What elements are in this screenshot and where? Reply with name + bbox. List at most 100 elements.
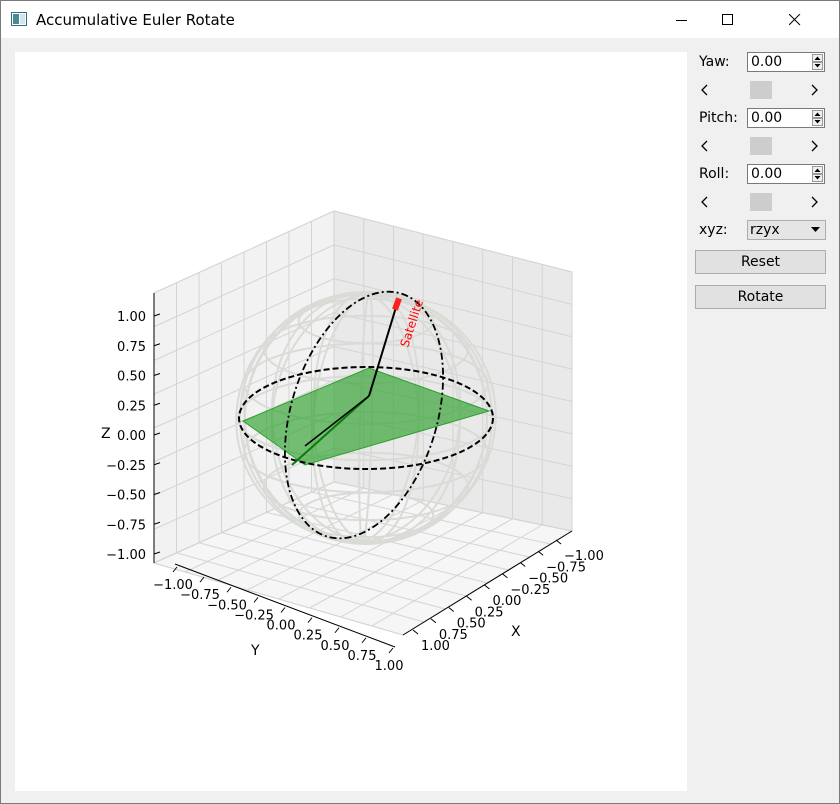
y-tick <box>199 576 205 583</box>
grid-line <box>340 518 513 618</box>
z-tick-label: 0.00 <box>117 429 146 444</box>
order-label: xyz: <box>699 222 728 238</box>
chevron-right-icon[interactable] <box>811 196 819 208</box>
y-tick-label: −1.00 <box>153 578 193 593</box>
z-tick <box>153 551 161 555</box>
minimize-icon <box>676 20 687 21</box>
minimize-button[interactable] <box>659 1 705 38</box>
x-tick <box>430 618 437 624</box>
x-tick-label: −1.00 <box>564 549 604 564</box>
window-title: Accumulative Euler Rotate <box>36 11 235 29</box>
close-button[interactable] <box>772 1 818 38</box>
pitch-slider[interactable] <box>695 135 825 157</box>
maximize-icon <box>722 14 733 25</box>
z-tick-label: 1.00 <box>117 310 146 325</box>
z-tick-label: 0.25 <box>117 399 146 414</box>
rotation-order-value: rzyx <box>750 222 780 238</box>
spin-arrows-icon[interactable] <box>812 110 823 126</box>
x-tick-label: 0.50 <box>457 617 486 632</box>
y-tick-label: 1.00 <box>375 659 404 674</box>
y-tick <box>361 637 367 644</box>
x-tick-label: −0.25 <box>510 583 550 598</box>
slider-thumb[interactable] <box>750 193 772 211</box>
body-axis-x <box>291 395 370 466</box>
y-tick <box>280 607 286 613</box>
x-tick-label: 0.75 <box>439 628 468 643</box>
grid-line <box>371 524 543 627</box>
close-icon <box>789 14 801 26</box>
z-tick <box>153 313 161 317</box>
y-tick <box>307 617 313 623</box>
yaw-slider[interactable] <box>695 79 825 101</box>
z-tick-label: −0.50 <box>106 489 146 504</box>
x-tick-label: −0.50 <box>528 572 568 587</box>
chevron-down-icon <box>811 227 820 232</box>
x-axis-line <box>402 530 573 636</box>
reset-button[interactable]: Reset <box>695 250 826 274</box>
pitch-spinbox[interactable]: 0.00 <box>747 108 825 128</box>
maximize-button[interactable] <box>705 1 751 38</box>
equator-orbit <box>238 366 494 470</box>
pitch-value: 0.00 <box>751 110 783 126</box>
z-tick-label: −0.25 <box>106 459 146 474</box>
app-window-icon <box>11 12 27 26</box>
roll-slider[interactable] <box>695 191 825 213</box>
yaw-label: Yaw: <box>699 54 730 70</box>
grid-line <box>311 491 551 545</box>
chevron-left-icon[interactable] <box>701 84 709 96</box>
y-tick-label: 0.00 <box>267 619 296 634</box>
x-tick <box>484 584 490 590</box>
y-axis-label: Y <box>250 643 260 659</box>
z-tick-label: 0.50 <box>117 370 146 385</box>
z-tick <box>153 373 161 376</box>
spin-arrows-icon[interactable] <box>812 54 823 70</box>
slider-thumb[interactable] <box>750 137 772 155</box>
roll-spinbox[interactable]: 0.00 <box>747 164 825 184</box>
grid-line <box>153 481 335 564</box>
slider-thumb[interactable] <box>750 81 772 99</box>
z-tick <box>153 343 161 347</box>
satellite-plane <box>241 367 491 466</box>
y-tick-label: 0.75 <box>348 649 377 664</box>
chevron-left-icon[interactable] <box>701 196 709 208</box>
x-tick <box>448 607 455 612</box>
rotation-order-select[interactable]: rzyx <box>747 220 826 240</box>
plot-canvas[interactable]: 1.00 0.75 0.50 0.25 0.00 −0.25 −0.50 −0.75 −1.00… <box>15 52 687 791</box>
grid-line <box>309 512 483 609</box>
roll-label: Roll: <box>699 166 730 182</box>
sphere-longitude <box>243 293 489 543</box>
y-tick <box>253 597 259 603</box>
y-tick <box>226 586 232 593</box>
satellite-marker <box>392 297 402 311</box>
x-tick <box>412 629 419 635</box>
grid-line <box>333 481 573 532</box>
y-axis-line <box>174 563 396 648</box>
x-tick-label: 0.25 <box>475 605 504 620</box>
grid-line <box>278 506 454 600</box>
x-tick <box>555 539 562 545</box>
y-tick-label: −0.50 <box>207 598 247 613</box>
z-tick-label: −0.75 <box>106 518 146 533</box>
y-tick-label: 0.25 <box>294 629 323 644</box>
y-tick-label: −0.25 <box>234 608 274 623</box>
z-tick <box>153 462 161 466</box>
spin-arrows-icon[interactable] <box>812 166 823 182</box>
yaw-spinbox[interactable]: 0.00 <box>747 52 825 72</box>
y-tick <box>388 647 394 654</box>
z-axis-label: Z <box>101 426 111 442</box>
z-tick <box>153 402 161 406</box>
z-tick-label: −1.00 <box>106 548 146 563</box>
z-tick <box>153 432 161 436</box>
chevron-right-icon[interactable] <box>811 140 819 152</box>
rotate-button[interactable]: Rotate <box>695 285 826 309</box>
body-axis-z <box>368 303 398 397</box>
x-tick <box>519 562 526 567</box>
x-tick-label: 1.00 <box>421 639 450 654</box>
title-bar: Accumulative Euler Rotate <box>1 1 839 38</box>
sphere-latitude <box>297 297 435 345</box>
x-tick <box>502 573 508 579</box>
chevron-right-icon[interactable] <box>811 84 819 96</box>
chevron-left-icon[interactable] <box>701 140 709 152</box>
x-tick <box>466 595 472 601</box>
